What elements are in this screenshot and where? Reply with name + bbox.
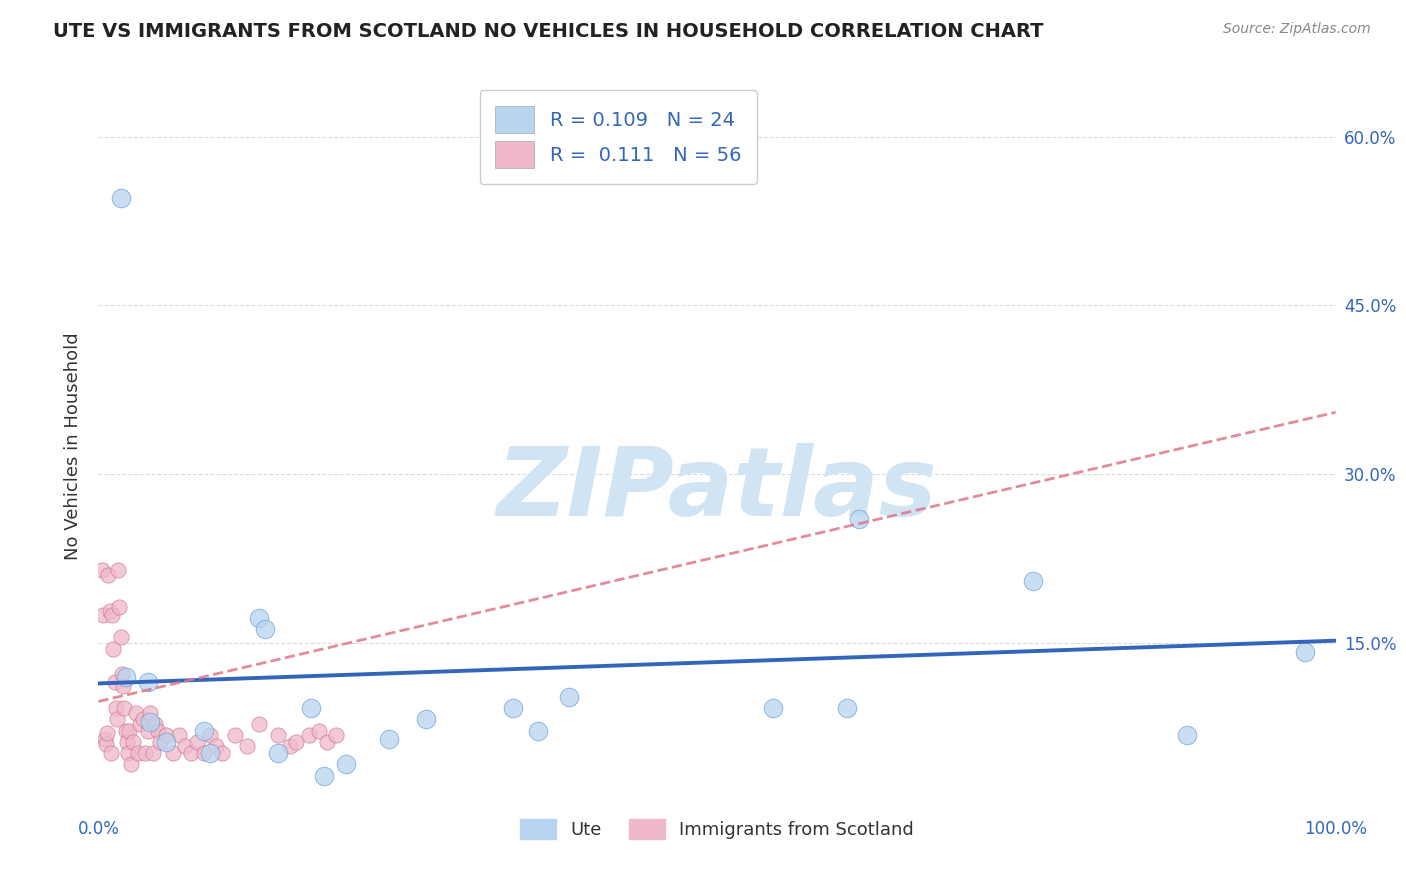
Point [198,728,221,742]
Point [278,739,301,754]
Point [186,735,208,749]
Point [122,735,145,749]
Point [139,706,162,720]
Point [129,717,152,731]
Point [193,723,215,738]
Point [149,735,172,749]
Point [103,641,125,656]
Point [112,701,135,715]
Point [118,723,141,738]
Point [114,723,136,738]
Point [174,739,197,754]
Point [325,728,347,742]
Text: ZIPatlas: ZIPatlas [496,443,938,536]
Point [526,723,548,738]
Point [224,728,246,742]
Point [205,739,228,754]
Point [112,679,135,693]
Point [93,731,115,746]
Point [378,731,401,746]
Point [335,757,357,772]
Text: Source: ZipAtlas.com: Source: ZipAtlas.com [1223,22,1371,37]
Point [105,713,128,727]
Point [117,746,139,760]
Point [155,728,177,742]
Point [835,701,858,715]
Point [108,599,131,614]
Point [254,623,277,637]
Point [110,630,132,644]
Point [103,675,125,690]
Point [136,723,159,738]
Point [114,670,136,684]
Text: UTE VS IMMIGRANTS FROM SCOTLAND NO VEHICLES IN HOUSEHOLD CORRELATION CHART: UTE VS IMMIGRANTS FROM SCOTLAND NO VEHIC… [53,22,1043,41]
Point [124,706,146,720]
Point [93,607,115,622]
Point [110,191,132,205]
Point [97,568,120,582]
Point [91,563,114,577]
Point [1294,645,1316,659]
Point [98,604,121,618]
Point [316,735,339,749]
Point [127,746,149,760]
Legend: Ute, Immigrants from Scotland: Ute, Immigrants from Scotland [513,812,921,847]
Point [142,746,165,760]
Point [180,746,202,760]
Point [155,735,177,749]
Point [236,739,259,754]
Point [312,769,335,783]
Point [136,675,159,690]
Point [193,746,215,760]
Point [1175,728,1198,742]
Point [96,726,118,740]
Point [132,713,155,727]
Point [107,563,129,577]
Point [762,701,785,715]
Point [94,737,117,751]
Point [120,757,142,772]
Point [100,746,122,760]
Point [415,713,437,727]
Point [557,690,579,704]
Point [267,728,290,742]
Point [115,735,138,749]
Point [111,667,134,681]
Point [139,714,162,729]
Point [167,728,190,742]
Point [162,746,184,760]
Y-axis label: No Vehicles in Household: No Vehicles in Household [63,332,82,560]
Point [1021,574,1043,588]
Point [146,723,169,738]
Point [247,717,270,731]
Point [101,607,124,622]
Point [848,512,870,526]
Point [143,717,166,731]
Point [198,746,221,760]
Point [502,701,524,715]
Point [285,735,308,749]
Point [211,746,233,760]
Point [299,701,322,715]
Point [267,746,290,760]
Point [134,746,156,760]
Point [308,723,330,738]
Point [104,701,127,715]
Point [247,611,270,625]
Point [298,728,321,742]
